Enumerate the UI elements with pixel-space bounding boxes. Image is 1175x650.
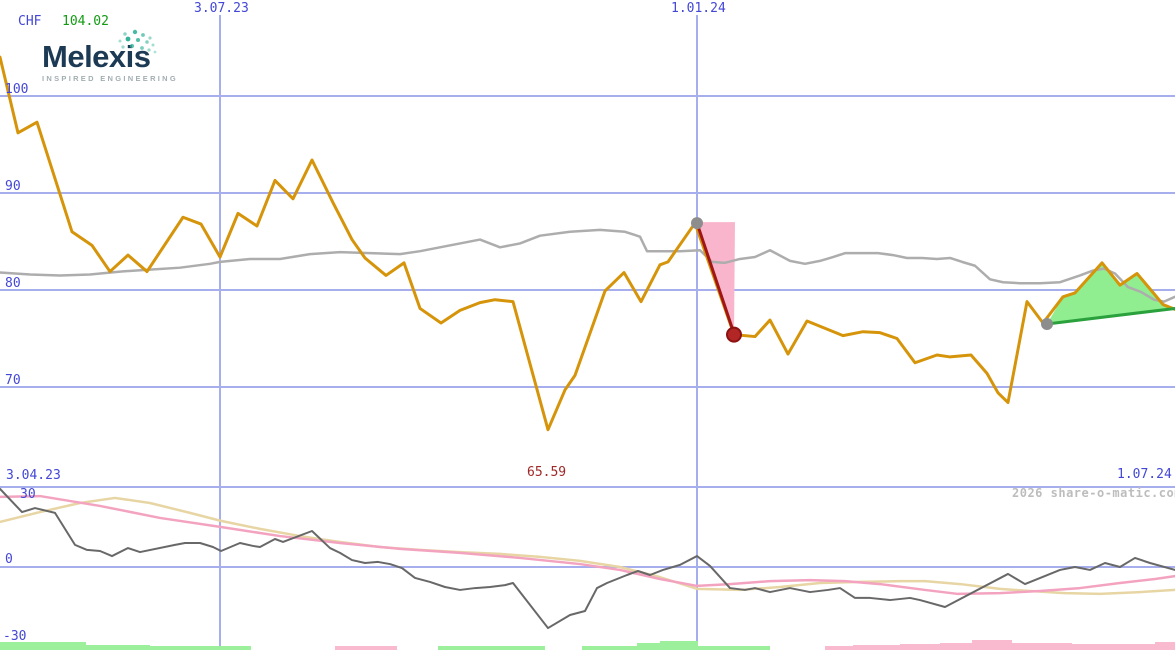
osc-tick-0: 0	[5, 552, 13, 567]
price-tick-70: 70	[5, 373, 21, 388]
date-label-jan24: 1.01.24	[671, 1, 726, 16]
melexis-logo: Melexis INSPIRED ENGINEERING	[42, 29, 179, 83]
currency-label: CHF	[18, 14, 42, 29]
logo-dots-icon	[118, 29, 157, 54]
watermark: 2026 share-o-matic.com	[1012, 486, 1175, 500]
low-annotation: 65.59	[527, 465, 567, 480]
date-label-jul23: 3.07.23	[194, 1, 249, 16]
price-tick-80: 80	[5, 276, 21, 291]
date-label-apr23: 3.04.23	[6, 468, 61, 483]
price-tick-90: 90	[5, 179, 21, 194]
last-price: 104.02	[62, 14, 109, 29]
date-label-jul24: 1.07.24	[1117, 467, 1172, 482]
osc-tick-30: 30	[20, 487, 36, 502]
logo-tagline: INSPIRED ENGINEERING	[42, 74, 179, 83]
price-tick-100: 100	[5, 82, 29, 97]
osc-tick-minus30: -30	[3, 629, 27, 644]
